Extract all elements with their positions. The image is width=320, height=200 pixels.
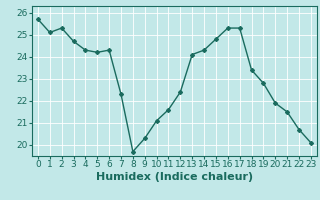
- X-axis label: Humidex (Indice chaleur): Humidex (Indice chaleur): [96, 172, 253, 182]
